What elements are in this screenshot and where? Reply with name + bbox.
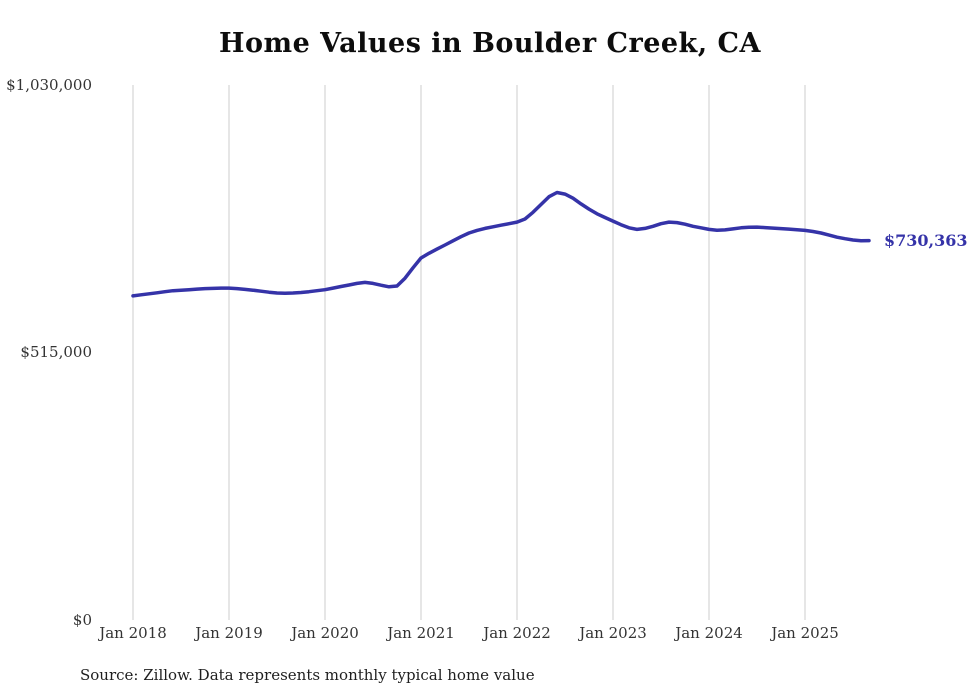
chart-title: Home Values in Boulder Creek, CA [219, 28, 761, 59]
y-tick-label-mid: $515,000 [20, 343, 92, 361]
y-tick-label-bottom: $0 [72, 611, 92, 629]
home-value-line [131, 190, 871, 298]
source-note: Source: Zillow. Data represents monthly … [80, 666, 535, 684]
end-value-label: $730,363 [884, 230, 968, 250]
y-tick-label-top: $1,030,000 [6, 76, 92, 94]
